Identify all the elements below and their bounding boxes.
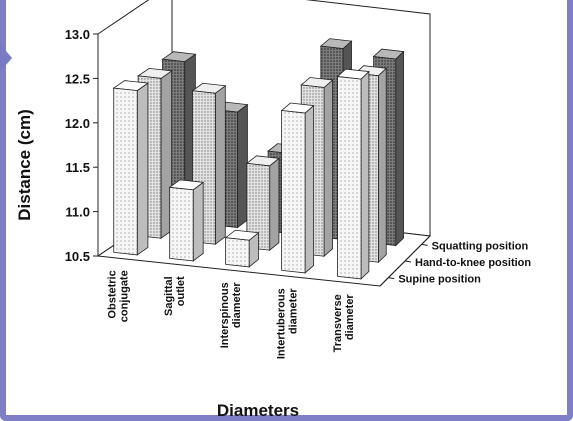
y-tick-label: 12.5 bbox=[65, 71, 90, 86]
category-label-line: conjugate bbox=[118, 270, 130, 322]
bar-side bbox=[214, 84, 226, 246]
y-tick-label: 13.0 bbox=[65, 27, 90, 42]
series-label: Supine position bbox=[398, 274, 481, 286]
bar-side bbox=[269, 157, 280, 252]
bar-front bbox=[281, 110, 306, 274]
bar-side bbox=[192, 181, 204, 262]
bar-hand-to-knee bbox=[245, 155, 280, 252]
bar-supine bbox=[112, 80, 150, 256]
bar-supine bbox=[224, 229, 260, 268]
bar-front bbox=[113, 87, 138, 256]
bar-side bbox=[136, 82, 149, 256]
category-label-line: Interspinous bbox=[219, 282, 231, 348]
bar-side bbox=[237, 103, 248, 229]
y-tick-label: 10.5 bbox=[65, 249, 90, 264]
bar-front bbox=[225, 237, 250, 268]
bar-supine bbox=[168, 179, 205, 262]
bar-supine bbox=[336, 68, 370, 280]
corner-arrow-icon bbox=[0, 44, 12, 72]
depth-tick-mark bbox=[404, 260, 412, 263]
category-label: Interspinous diameter bbox=[219, 282, 243, 349]
depth-tick-mark bbox=[421, 243, 428, 246]
bar-side bbox=[304, 104, 315, 274]
bar-side bbox=[323, 79, 333, 258]
y-axis: 10.5 11.0 11.5 12.0 12.5 13.0 bbox=[65, 27, 98, 264]
category-label-line: diameter bbox=[231, 282, 243, 329]
x-axis: Obstetric conjugate Sagittal outlet Interspi… bbox=[106, 270, 356, 359]
bar-front bbox=[337, 76, 362, 280]
category-label: Obstetric conjugate bbox=[106, 270, 130, 322]
bar-supine bbox=[280, 102, 315, 274]
bar-side bbox=[395, 50, 404, 247]
category-label-line: diameter bbox=[288, 288, 300, 335]
bar-front bbox=[169, 186, 194, 262]
y-tick-label: 12.0 bbox=[65, 116, 90, 131]
category-label: Intertuberous diameter bbox=[276, 288, 300, 360]
x-axis-title: Diameters bbox=[217, 401, 299, 420]
depth-tick-mark bbox=[388, 277, 395, 280]
category-label-line: Obstetric bbox=[106, 270, 118, 318]
category-label-line: Sagittal bbox=[163, 276, 175, 316]
bar-front bbox=[246, 162, 271, 251]
category-label: Sagittal outlet bbox=[163, 276, 187, 316]
series-label: Hand-to-knee position bbox=[415, 257, 531, 269]
bar-side bbox=[360, 70, 370, 280]
category-label-line: outlet bbox=[175, 276, 187, 306]
y-tick-label: 11.0 bbox=[65, 205, 90, 220]
category-label-line: diameter bbox=[344, 294, 356, 341]
depth-axis: Supine position Hand-to-knee position Squa… bbox=[379, 235, 531, 287]
bar-side bbox=[378, 67, 387, 264]
category-label: Transverse diameter bbox=[332, 294, 356, 353]
category-label-line: Intertuberous bbox=[276, 288, 288, 359]
y-tick-label: 11.5 bbox=[65, 160, 90, 175]
category-label-line: Transverse bbox=[332, 294, 344, 352]
series-label: Squatting position bbox=[432, 240, 529, 252]
y-axis-title: Distance (cm) bbox=[15, 109, 34, 220]
bars-group bbox=[112, 38, 405, 280]
